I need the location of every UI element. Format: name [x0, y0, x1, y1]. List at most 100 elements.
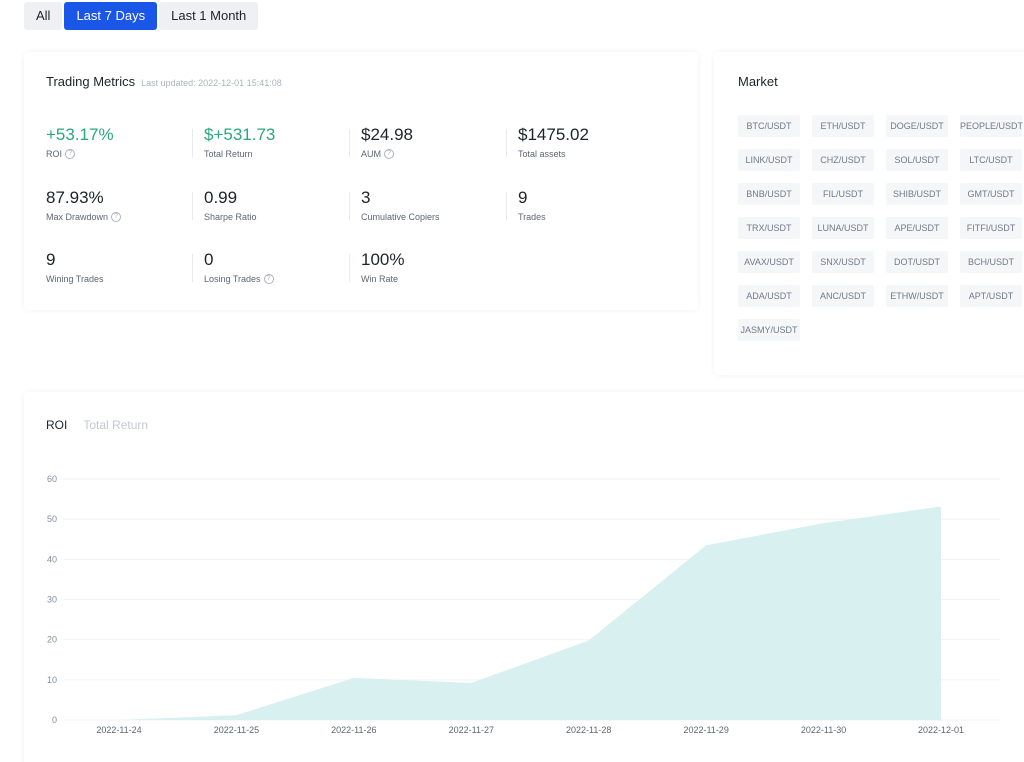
market-pair-fil-usdt[interactable]: FIL/USDT	[812, 183, 874, 205]
metric-divider	[192, 129, 193, 157]
metric-label: Total assets	[518, 149, 566, 159]
metric-divider	[192, 192, 193, 220]
x-tick-label: 2022-11-25	[214, 725, 259, 735]
help-icon[interactable]: ?	[263, 274, 274, 284]
metric-value: 100%	[361, 250, 405, 269]
metric-label: Wining Trades	[46, 274, 104, 284]
metric-value: 0.99	[204, 188, 238, 207]
y-tick-label: 20	[47, 635, 57, 645]
x-tick-label: 2022-12-01	[918, 725, 964, 735]
trading-metrics-heading: Trading Metrics	[46, 74, 136, 89]
last-updated-text: Last updated: 2022-12-01 15:41:08	[141, 78, 282, 88]
roi-data-point	[940, 505, 943, 508]
metric-value: +53.17%	[46, 125, 114, 144]
metric-value: 0	[204, 250, 214, 269]
market-pair-doge-usdt[interactable]: DOGE/USDT	[886, 115, 948, 137]
market-pair-ltc-usdt[interactable]: LTC/USDT	[960, 149, 1022, 171]
roi-area-series	[119, 506, 941, 720]
market-pair-btc-usdt[interactable]: BTC/USDT	[738, 115, 800, 137]
market-pair-jasmy-usdt[interactable]: JASMY/USDT	[738, 319, 800, 341]
metric-sharpe-ratio: 0.99 Sharpe Ratio	[204, 188, 354, 222]
x-tick-label: 2022-11-28	[566, 725, 611, 735]
trading-metrics-title: Trading Metrics Last updated: 2022-12-01 …	[46, 74, 282, 89]
market-pair-dot-usdt[interactable]: DOT/USDT	[886, 251, 948, 273]
y-tick-label: 0	[52, 715, 57, 725]
metric-divider	[349, 254, 350, 282]
x-tick-label: 2022-11-27	[449, 725, 494, 735]
market-pair-snx-usdt[interactable]: SNX/USDT	[812, 251, 874, 273]
metric-divider	[506, 192, 507, 220]
roi-data-point	[705, 544, 708, 547]
metric-cumulative-copiers: 3 Cumulative Copiers	[361, 188, 511, 222]
roi-chart: 0 10 20 30 40 50 60 2022-11-24 2022-11-25 2022-11…	[47, 474, 1000, 735]
market-pair-ape-usdt[interactable]: APE/USDT	[886, 217, 948, 239]
market-pair-fitfi-usdt[interactable]: FITFI/USDT	[960, 217, 1022, 239]
period-tab-all[interactable]: All	[24, 2, 63, 30]
roi-data-point	[822, 522, 825, 525]
metric-label: Cumulative Copiers	[361, 212, 440, 222]
metric-total-return: $+531.73 Total Return	[204, 125, 354, 159]
roi-data-point	[235, 714, 238, 717]
roi-data-point	[118, 719, 121, 722]
market-pair-ethw-usdt[interactable]: ETHW/USDT	[886, 285, 948, 307]
market-pair-sol-usdt[interactable]: SOL/USDT	[886, 149, 948, 171]
market-pair-people-usdt[interactable]: PEOPLE/USDT	[960, 115, 1023, 137]
y-tick-label: 10	[47, 675, 57, 685]
metric-label: Trades	[518, 212, 546, 222]
metric-label: Win Rate	[361, 274, 399, 284]
x-tick-label: 2022-11-24	[96, 725, 141, 735]
roi-data-point	[587, 639, 590, 642]
metric-value: $1475.02	[518, 125, 589, 144]
market-pair-avax-usdt[interactable]: AVAX/USDT	[738, 251, 800, 273]
metric-value: 9	[518, 188, 528, 207]
market-pair-apt-usdt[interactable]: APT/USDT	[960, 285, 1022, 307]
market-pair-luna-usdt[interactable]: LUNA/USDT	[812, 217, 874, 239]
market-card: Market BTC/USDT ETH/USDT DOGE/USDT PEOPLE/U…	[714, 52, 1024, 375]
metric-value: 9	[46, 250, 56, 269]
metric-trades: 9 Trades	[518, 188, 668, 222]
metric-divider	[192, 254, 193, 282]
metric-losing-trades: 0 Losing Trades?	[204, 250, 354, 284]
metric-label: Losing Trades?	[204, 274, 354, 284]
chart-tab-total-return[interactable]: Total Return	[83, 418, 149, 432]
x-tick-label: 2022-11-26	[331, 725, 376, 735]
metric-total-assets: $1475.02 Total assets	[518, 125, 668, 159]
metric-label: Sharpe Ratio	[204, 212, 257, 222]
market-pair-gmt-usdt[interactable]: GMT/USDT	[960, 183, 1022, 205]
metric-value: $+531.73	[204, 125, 276, 144]
market-pair-ada-usdt[interactable]: ADA/USDT	[738, 285, 800, 307]
market-pair-shib-usdt[interactable]: SHIB/USDT	[886, 183, 948, 205]
metric-wining-trades: 9 Wining Trades	[46, 250, 196, 284]
market-pair-bnb-usdt[interactable]: BNB/USDT	[738, 183, 800, 205]
metric-label: AUM?	[361, 149, 511, 159]
period-tab-last-7-days[interactable]: Last 7 Days	[64, 2, 158, 30]
market-pair-bch-usdt[interactable]: BCH/USDT	[960, 251, 1022, 273]
metric-label: Max Drawdown?	[46, 212, 196, 222]
market-pair-eth-usdt[interactable]: ETH/USDT	[812, 115, 874, 137]
market-pair-chz-usdt[interactable]: CHZ/USDT	[812, 149, 874, 171]
period-tab-last-1-month[interactable]: Last 1 Month	[159, 2, 259, 30]
help-icon[interactable]: ?	[65, 149, 76, 159]
roi-chart-card: ROI Total Return 0 10 20 30 40 50 60 2022-11-24…	[24, 392, 1024, 762]
market-pair-trx-usdt[interactable]: TRX/USDT	[738, 217, 800, 239]
roi-data-point	[352, 676, 355, 679]
y-tick-label: 60	[47, 474, 57, 484]
period-tabs: All Last 7 Days Last 1 Month	[24, 2, 260, 30]
market-pair-anc-usdt[interactable]: ANC/USDT	[812, 285, 874, 307]
roi-data-point	[470, 682, 473, 685]
y-tick-label: 40	[47, 554, 57, 564]
y-tick-label: 30	[47, 595, 57, 605]
chart-tab-roi[interactable]: ROI	[46, 418, 68, 432]
help-icon[interactable]: ?	[384, 149, 394, 159]
market-pair-link-usdt[interactable]: LINK/USDT	[738, 149, 800, 171]
metric-value: 3	[361, 188, 371, 207]
trading-metrics-card: Trading Metrics Last updated: 2022-12-01 …	[24, 52, 698, 310]
metric-max-drawdown: 87.93% Max Drawdown?	[46, 188, 196, 222]
metric-roi: +53.17% ROI?	[46, 125, 196, 159]
chart-tabs: ROI Total Return	[46, 418, 148, 432]
help-icon[interactable]: ?	[111, 212, 122, 222]
metric-label: ROI?	[46, 149, 196, 159]
metric-label: Total Return	[204, 149, 253, 159]
metric-divider	[349, 129, 350, 157]
metric-value: $24.98	[361, 125, 413, 144]
